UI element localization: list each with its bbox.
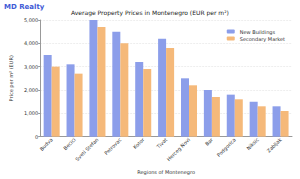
svg-text:Zabljak: Zabljak bbox=[265, 136, 283, 154]
svg-text:Niksic: Niksic bbox=[245, 136, 260, 151]
svg-text:Becici: Becici bbox=[62, 137, 77, 152]
svg-text:1,000: 1,000 bbox=[24, 110, 38, 116]
svg-text:Podgorica: Podgorica bbox=[215, 137, 237, 159]
svg-text:Secondary Market: Secondary Market bbox=[240, 36, 285, 43]
svg-text:Petrovac: Petrovac bbox=[103, 136, 123, 156]
svg-text:MD Realty: MD Realty bbox=[4, 3, 45, 11]
svg-text:Budva: Budva bbox=[38, 137, 53, 152]
svg-text:Regions of Montenegro: Regions of Montenegro bbox=[137, 169, 195, 176]
svg-text:2,000: 2,000 bbox=[24, 87, 38, 93]
svg-text:Average Property Prices in Mon: Average Property Prices in Montenegro (E… bbox=[71, 9, 229, 17]
svg-text:Bar: Bar bbox=[204, 136, 215, 147]
svg-text:0: 0 bbox=[35, 134, 38, 140]
svg-text:5,000: 5,000 bbox=[24, 17, 38, 23]
svg-text:Tivat: Tivat bbox=[155, 136, 169, 150]
svg-text:Sveti Stefan: Sveti Stefan bbox=[74, 137, 100, 163]
svg-text:Price per m² (EUR): Price per m² (EUR) bbox=[8, 55, 15, 101]
svg-text:3,000: 3,000 bbox=[24, 64, 38, 70]
svg-text:Herceg Novi: Herceg Novi bbox=[165, 137, 191, 163]
svg-text:4,000: 4,000 bbox=[24, 40, 38, 46]
svg-text:New Buildings: New Buildings bbox=[240, 29, 276, 36]
svg-text:Kotor: Kotor bbox=[132, 136, 146, 150]
